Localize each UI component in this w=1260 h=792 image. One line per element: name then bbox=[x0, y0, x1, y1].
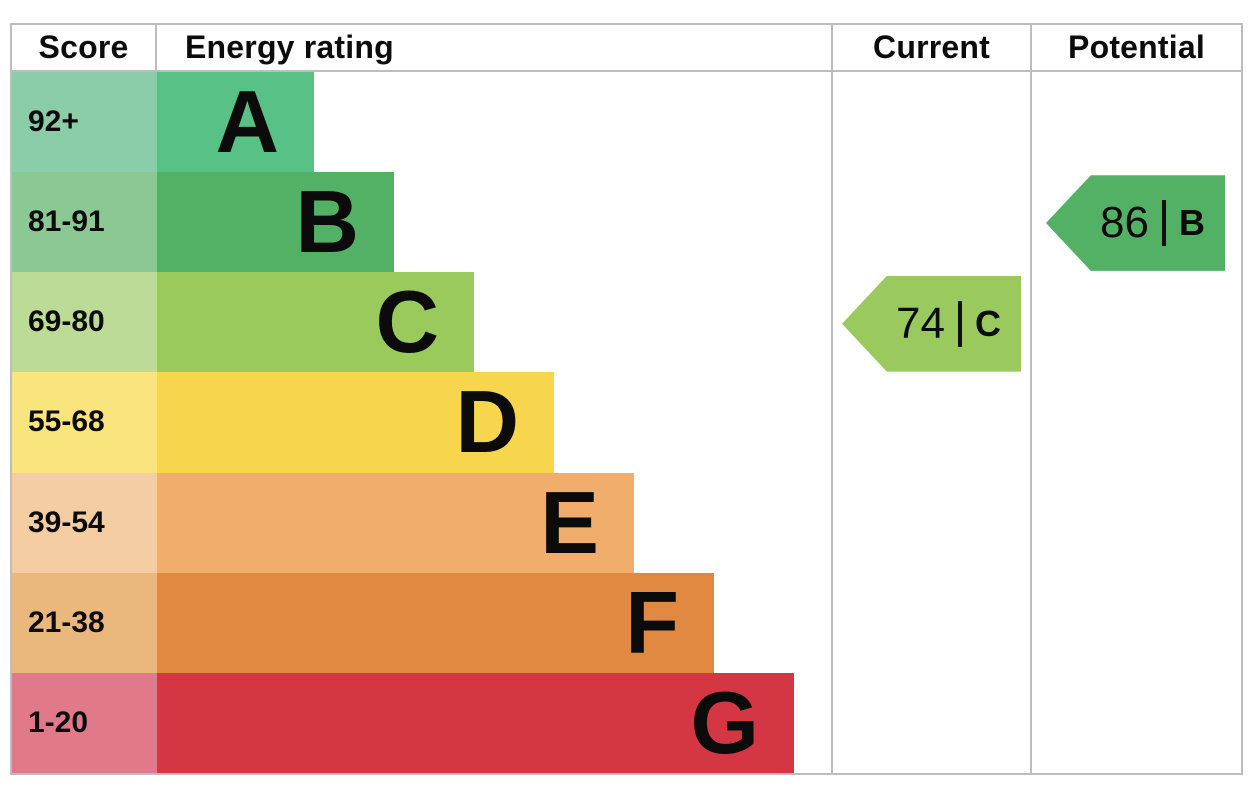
header-row: Score Energy rating Current Potential bbox=[12, 25, 1241, 72]
band-bar: B bbox=[157, 172, 394, 273]
band-letter: B bbox=[295, 172, 359, 272]
band-letter: G bbox=[690, 672, 759, 772]
score-range: 21-38 bbox=[28, 605, 105, 639]
header-score: Score bbox=[12, 25, 157, 70]
band-row: 81-91 B bbox=[12, 172, 1241, 273]
band-letter: A bbox=[215, 72, 279, 172]
score-range: 1-20 bbox=[28, 705, 89, 739]
potential-marker: 86 B bbox=[1046, 175, 1225, 271]
score-range: 81-91 bbox=[28, 205, 105, 239]
score-cell: 92+ bbox=[12, 72, 157, 173]
marker-band: C bbox=[974, 302, 1001, 344]
band-bar: A bbox=[157, 72, 314, 173]
band-letter: D bbox=[455, 372, 519, 472]
band-row: 1-20 G bbox=[12, 672, 1241, 773]
band-row: 55-68 D bbox=[12, 372, 1241, 473]
divider-bar-icon bbox=[957, 300, 962, 347]
header-potential: Potential bbox=[1068, 29, 1205, 65]
chart-body: 74 C 86 B 92+ A 81-91 B 69-80 bbox=[12, 72, 1241, 773]
score-range: 55-68 bbox=[28, 405, 105, 439]
score-cell: 81-91 bbox=[12, 172, 157, 273]
header-energy-rating: Energy rating bbox=[157, 25, 833, 70]
score-range: 39-54 bbox=[28, 505, 105, 539]
score-cell: 39-54 bbox=[12, 472, 157, 573]
score-cell: 21-38 bbox=[12, 572, 157, 673]
divider-bar-icon bbox=[1161, 200, 1166, 247]
score-range: 69-80 bbox=[28, 305, 105, 339]
band-letter: C bbox=[375, 272, 439, 372]
score-cell: 69-80 bbox=[12, 272, 157, 373]
marker-value: 86 bbox=[1100, 198, 1149, 248]
score-range: 92+ bbox=[28, 105, 79, 139]
potential-column-divider bbox=[1030, 72, 1032, 773]
score-cell: 55-68 bbox=[12, 372, 157, 473]
epc-table: Score Energy rating Current Potential 74… bbox=[10, 23, 1243, 775]
band-bar: C bbox=[157, 272, 474, 373]
band-bar: E bbox=[157, 472, 634, 573]
band-letter: F bbox=[625, 572, 679, 672]
header-current: Current bbox=[833, 25, 1032, 70]
band-bar: D bbox=[157, 372, 554, 473]
current-column-divider bbox=[831, 72, 833, 773]
score-cell: 1-20 bbox=[12, 672, 157, 773]
marker-band: B bbox=[1178, 202, 1205, 244]
marker-value: 74 bbox=[896, 298, 945, 348]
band-bar: G bbox=[157, 672, 794, 773]
band-row: 69-80 C bbox=[12, 272, 1241, 373]
band-row: 92+ A bbox=[12, 72, 1241, 173]
band-letter: E bbox=[540, 472, 599, 572]
band-row: 21-38 F bbox=[12, 572, 1241, 673]
band-bar: F bbox=[157, 572, 714, 673]
band-row: 39-54 E bbox=[12, 472, 1241, 573]
